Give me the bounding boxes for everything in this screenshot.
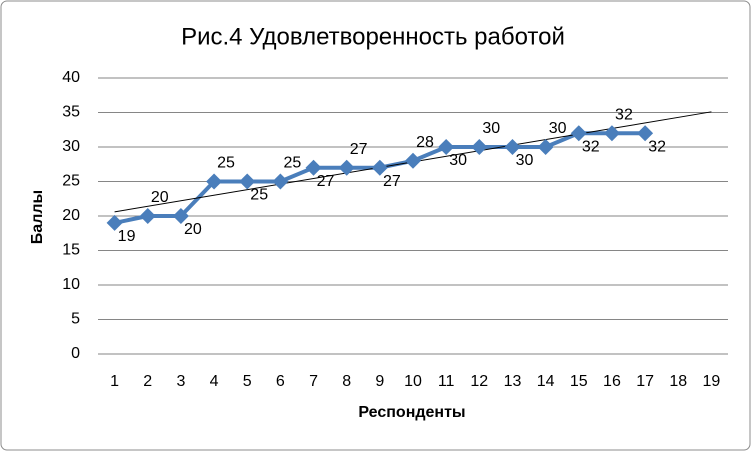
marker — [537, 139, 554, 155]
x-tick-label: 1 — [110, 373, 119, 390]
data-label: 25 — [250, 187, 268, 204]
marker — [239, 173, 256, 190]
x-tick-label: 18 — [669, 373, 687, 390]
marker — [570, 125, 587, 142]
y-tick-label: 15 — [62, 242, 80, 259]
x-tick-label: 13 — [504, 373, 522, 390]
y-tick-label: 0 — [71, 345, 80, 362]
data-label: 28 — [416, 134, 434, 151]
x-tick-label: 2 — [143, 373, 152, 390]
x-tick-label: 15 — [570, 373, 588, 390]
x-axis-label: Респонденты — [358, 404, 465, 421]
y-tick-label: 20 — [62, 207, 80, 224]
x-tick-label: 4 — [210, 373, 219, 390]
data-label: 32 — [648, 138, 666, 155]
marker — [272, 173, 289, 190]
chart-title: Рис.4 Удовлетворенность работой — [181, 23, 565, 50]
data-label: 32 — [615, 106, 633, 123]
marker — [206, 173, 223, 190]
marker — [172, 208, 189, 224]
y-tick-label: 10 — [62, 276, 80, 293]
marker — [338, 159, 355, 176]
data-label: 25 — [217, 155, 235, 172]
marker — [305, 159, 322, 176]
x-tick-label: 17 — [636, 373, 654, 390]
data-label: 30 — [482, 120, 500, 137]
data-label: 20 — [151, 189, 169, 206]
y-tick-label: 35 — [62, 104, 80, 121]
data-label: 27 — [317, 173, 335, 190]
data-label: 30 — [516, 152, 534, 169]
marker — [637, 125, 654, 142]
marker — [139, 208, 156, 224]
x-tick-label: 6 — [276, 373, 285, 390]
x-tick-label: 3 — [176, 373, 185, 390]
marker — [603, 125, 620, 142]
x-tick-label: 8 — [342, 373, 351, 390]
marker — [504, 139, 521, 155]
y-tick-label: 5 — [71, 311, 80, 328]
data-label: 27 — [383, 173, 401, 190]
marker — [405, 152, 421, 169]
data-label: 19 — [118, 228, 136, 245]
data-label: 20 — [184, 221, 202, 238]
marker — [471, 139, 488, 155]
x-tick-label: 19 — [703, 373, 721, 390]
x-tick-label: 7 — [309, 373, 318, 390]
data-label: 30 — [549, 120, 567, 137]
data-label: 25 — [283, 155, 301, 172]
x-tick-label: 16 — [603, 373, 621, 390]
x-tick-label: 5 — [243, 373, 252, 390]
marker — [438, 139, 455, 155]
marker — [371, 159, 388, 176]
x-tick-label: 14 — [537, 373, 555, 390]
x-tick-label: 9 — [375, 373, 384, 390]
x-tick-label: 12 — [470, 373, 488, 390]
x-tick-label: 11 — [438, 373, 455, 390]
y-axis-label: Баллы — [29, 190, 46, 244]
y-tick-label: 40 — [62, 69, 80, 86]
data-label: 27 — [350, 141, 368, 158]
x-tick-label: 10 — [404, 373, 422, 390]
data-label: 32 — [582, 138, 600, 155]
y-tick-label: 30 — [62, 138, 80, 155]
data-label: 30 — [449, 152, 467, 169]
marker — [106, 214, 123, 231]
y-tick-label: 25 — [62, 173, 80, 190]
